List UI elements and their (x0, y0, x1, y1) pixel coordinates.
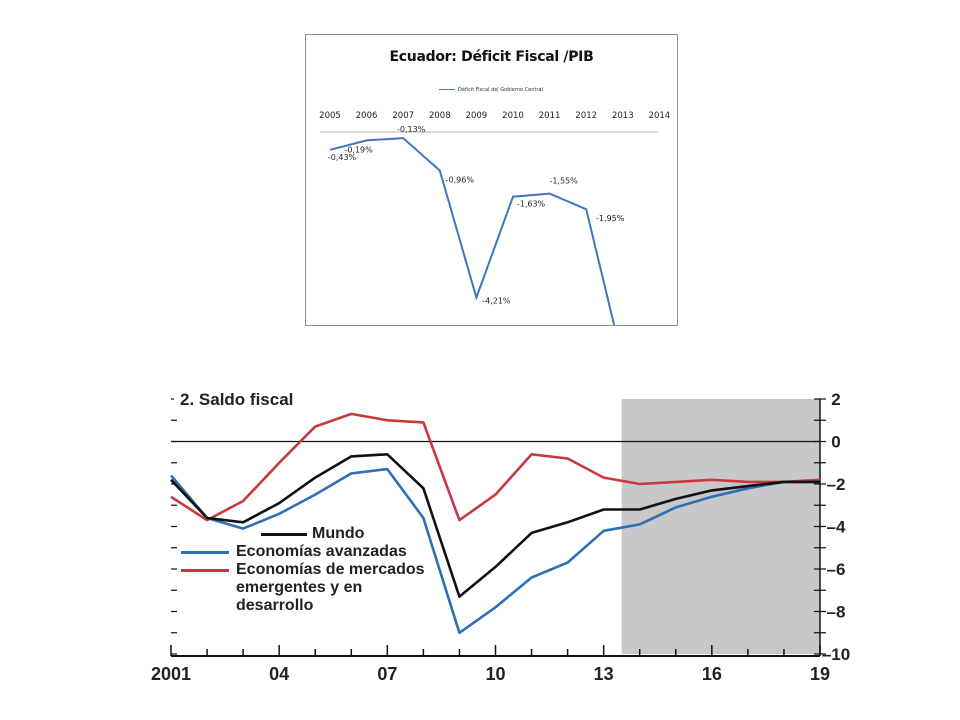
ecuador-data-label: -0,43% (328, 153, 357, 162)
ecuador-series-line (329, 137, 616, 325)
ecuador-data-label: -0,96% (446, 176, 475, 185)
x-tick-label: 19 (810, 664, 830, 684)
ecuador-legend: Déficit Fiscal del Gobierno Central (439, 87, 543, 93)
ecuador-legend-label: Déficit Fiscal del Gobierno Central (458, 87, 543, 93)
y-tick-label: 0 (831, 433, 840, 452)
legend-swatch-emergentes (181, 569, 229, 572)
ecuador-x-tick-label: 2007 (392, 111, 414, 121)
y-tick-label: –6 (827, 560, 846, 579)
ecuador-plot: 2005 2006 2007 2008 2009 2010 2011 2012 2013 2014… (319, 111, 671, 325)
legend-label-mundo: Mundo (312, 525, 365, 542)
ecuador-data-label: -1,63% (517, 200, 546, 209)
y-tick-label: –2 (827, 475, 846, 494)
ecuador-chart-title: Ecuador: Déficit Fiscal /PIB (389, 49, 594, 65)
chart-title: 2. Saldo fiscal (180, 390, 293, 409)
ecuador-legend-swatch (439, 89, 455, 90)
x-tick-label: 2001 (151, 664, 191, 684)
ecuador-data-label: -1,55% (549, 177, 578, 186)
y-tick-label: –8 (827, 603, 846, 622)
ecuador-data-label: -0,13% (397, 125, 426, 134)
legend-item-emergentes: Economías de mercados emergentes y en de… (181, 561, 426, 615)
legend-label-emergentes: Economías de mercados emergentes y en de… (236, 561, 425, 614)
ecuador-x-tick-label: 2011 (539, 111, 561, 121)
ecuador-chart-panel: Ecuador: Déficit Fiscal /PIB Déficit Fis… (305, 34, 678, 326)
series-line-mundo (170, 452, 820, 598)
ecuador-x-tick-label: 2012 (575, 111, 597, 121)
series-line-avanzadas (170, 467, 820, 635)
legend-item-avanzadas: Economías avanzadas (181, 543, 426, 561)
ecuador-x-tick-label: 2010 (502, 111, 524, 121)
legend-label-avanzadas: Economías avanzadas (236, 543, 407, 560)
x-tick-label: 16 (702, 664, 722, 684)
title-background (174, 388, 316, 410)
legend-swatch-mundo (261, 533, 307, 536)
ecuador-x-tick-label: 2005 (319, 111, 341, 121)
projection-shade (621, 399, 820, 654)
ecuador-x-tick-label: 2013 (612, 111, 634, 121)
x-tick-label: 10 (485, 664, 505, 684)
ecuador-data-label: -0,19% (344, 145, 373, 154)
x-tick-label: 13 (594, 664, 614, 684)
y-tick-label: –10 (822, 645, 850, 664)
saldo-legend: Mundo Economías avanzadas Economías de m… (181, 525, 426, 615)
ecuador-data-label: -1,95% (596, 214, 625, 223)
x-tick-label: 07 (377, 664, 397, 684)
ecuador-x-tick-label: 2008 (429, 111, 451, 121)
ecuador-x-tick-label: 2014 (649, 111, 671, 121)
legend-swatch-avanzadas (181, 551, 229, 554)
legend-item-mundo: Mundo (181, 525, 426, 543)
y-tick-label: –4 (827, 518, 846, 537)
ecuador-data-label: -4,21% (482, 297, 511, 306)
x-tick-label: 04 (269, 664, 289, 684)
series-line-emergentes (170, 412, 821, 522)
ecuador-x-tick-label: 2009 (466, 111, 488, 121)
ecuador-x-tick-label: 2006 (356, 111, 378, 121)
y-tick-label: 2 (831, 390, 840, 409)
